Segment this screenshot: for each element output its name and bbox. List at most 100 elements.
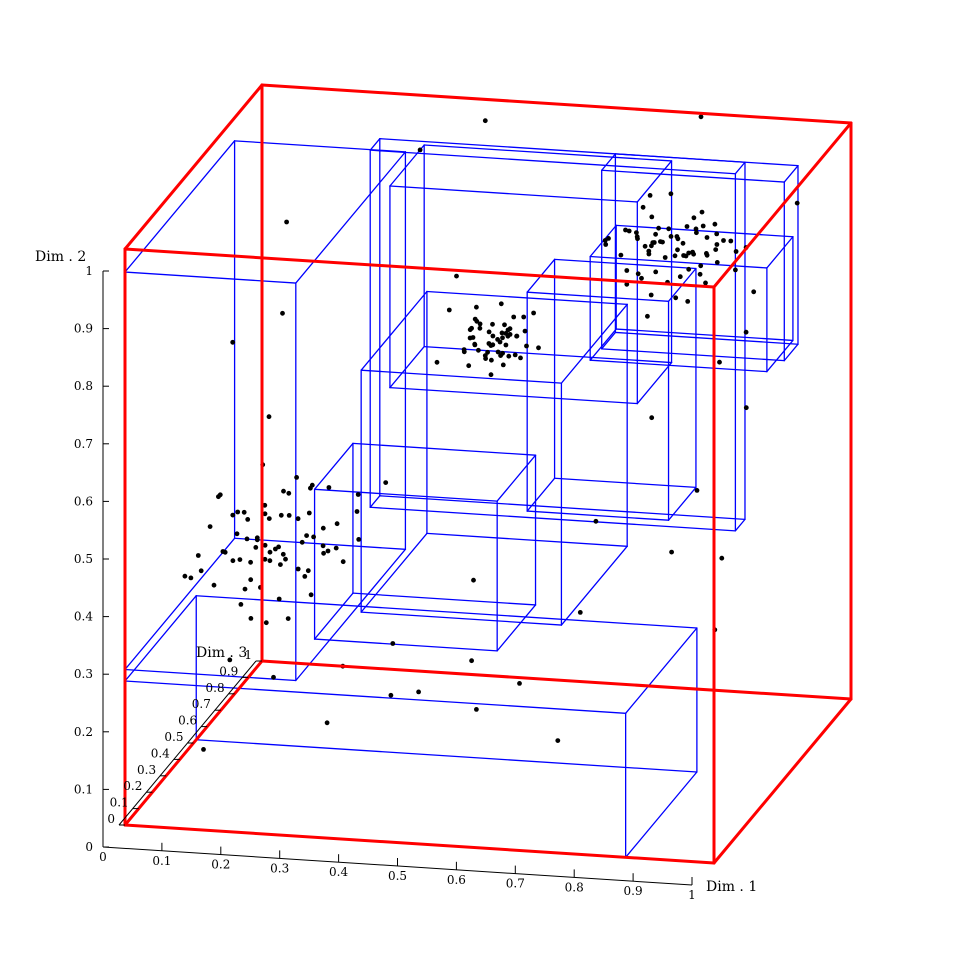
cluster-top-right-point [714,231,720,237]
cluster-top-right-point [668,234,674,239]
cluster-center-point [506,353,512,359]
box-edge [589,359,768,373]
box-edge [423,144,673,162]
cluster-lower-left-point [216,494,221,500]
x-tick-label: 0.5 [388,869,407,883]
box-edge [389,144,425,187]
box-edge [766,339,794,373]
cluster-center-point [498,301,504,307]
cluster-center-point [476,347,481,353]
box-edge [233,537,407,550]
x-tick-label: 0.7 [506,877,525,891]
cluster-top-right-point [675,247,680,253]
box-edge [389,185,638,203]
cluster-top-right-point [677,274,683,280]
box-edge [783,165,799,183]
box-edge [614,331,799,345]
cluster-lower-left-point [326,485,332,490]
cluster-top-right-point [662,255,668,260]
box-edge [560,303,628,384]
cluster-top-right-point [618,252,624,258]
box-edge [124,537,236,671]
scatter-point [266,414,272,420]
box-bottom-front [124,595,698,858]
cluster-top-right-point [668,191,674,197]
cluster-center-point [518,355,523,361]
cluster-center-point [434,359,440,365]
scatter-point [794,200,800,206]
cluster-lower-left-point [321,550,326,556]
y-tick-label: 1 [85,264,93,278]
y-tick-label: 0.7 [74,437,93,451]
z-axis-title: Dim . 3 [196,645,247,661]
cluster-lower-left-point [211,582,217,588]
cluster-center-point [488,343,494,348]
z-tick-label: 0.5 [164,730,183,744]
box-edge [526,291,670,302]
scatter-point [743,329,749,335]
cluster-lower-left-point [283,556,288,562]
cluster-lower-left-point [308,485,313,491]
scatter-point [230,512,236,518]
cluster-top-right-point [603,242,609,247]
cluster-center-point [485,349,490,355]
y-tick-label: 0.5 [74,552,93,566]
cluster-center-point [524,343,529,349]
x-tick-label: 1 [688,888,696,902]
cluster-top-right-point [691,215,697,221]
cluster-top-right-point [700,223,706,229]
scatter-point [577,610,583,615]
cluster-center-point [522,328,528,334]
cluster-center-point [477,321,483,327]
cluster-center-point [488,372,494,378]
cluster-lower-left-point [238,602,244,607]
cluster-top-right-point [698,263,704,269]
cluster-top-right-point [646,248,652,254]
cluster-center-point [446,307,452,313]
cluster-center-point [536,345,541,351]
cluster-lower-left-point [320,525,326,531]
box-edge [124,680,627,714]
cluster-lower-left-point [294,475,299,480]
cluster-top-right-point [673,295,679,301]
cluster-top-right-point [694,230,699,236]
box-edge [260,659,853,701]
box-edge [360,290,428,371]
scatter-point [717,359,722,365]
box-edge [783,343,799,362]
box-edge [360,369,563,384]
cluster-center-point [514,333,519,339]
cluster-top-right-point [686,266,692,272]
cluster-lower-left-point [325,548,331,554]
box-edge [369,495,381,508]
cluster-lower-left-point [234,531,240,537]
box-edge [124,595,197,682]
box-edge [123,823,716,865]
cluster-lower-left-point [305,568,311,574]
cluster-center-point [500,335,505,341]
box-edge [389,386,638,405]
box-edge [360,611,563,626]
cluster-center-point [502,322,507,328]
box-edge [601,153,617,171]
x-axis-title: Dim . 1 [706,879,757,895]
scatter-point [719,555,725,561]
box-edge [734,161,746,175]
cluster-center-point [466,363,472,369]
scatter-point [698,114,704,120]
cluster-top-right-point [714,242,720,247]
cluster-lower-left-point [354,509,360,514]
cluster-top-right-point [699,209,705,215]
box-edge [734,518,746,532]
z-tick-label: 0.6 [178,714,197,728]
root-box [123,83,853,865]
cluster-center-point [470,335,476,340]
scatter-point [416,689,421,695]
cluster-lower-left-point [285,616,291,621]
data-points [182,114,800,752]
cluster-center-point [503,342,509,348]
scatter-point [284,219,289,225]
box-edge [352,592,537,606]
y-tick-label: 0.9 [74,322,93,336]
box-edge [123,247,716,289]
